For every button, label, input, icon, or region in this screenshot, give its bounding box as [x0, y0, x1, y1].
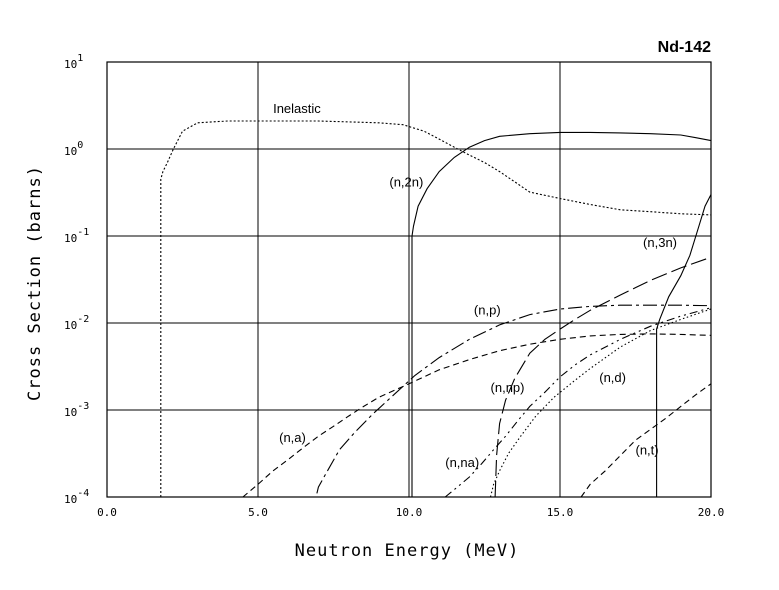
y-tick-label: 101: [64, 53, 83, 71]
series-label-n-p: (n,p): [474, 303, 501, 318]
x-tick-label: 0.0: [97, 506, 117, 519]
series-label-n-a: (n,a): [279, 430, 306, 445]
chart-title: Nd-142: [658, 39, 711, 56]
y-tick-label: 10-4: [64, 488, 89, 506]
y-tick-label: 10-1: [64, 227, 89, 245]
y-tick-label: 10-3: [64, 401, 89, 419]
x-tick-label: 10.0: [396, 506, 423, 519]
x-tick-label: 5.0: [248, 506, 268, 519]
x-tick-label: 15.0: [547, 506, 574, 519]
x-axis-label: Neutron Energy (MeV): [295, 541, 520, 561]
series-line-n-2n: [411, 131, 712, 497]
series-label-n-3n: (n,3n): [643, 235, 677, 250]
series-line-n-3n: [656, 194, 712, 497]
series-label-n-t: (n,t): [636, 442, 659, 457]
series-labels: Inelastic (n,2n) (n,3n) (n,p) (n,a) (n,np) (n,…: [273, 101, 677, 470]
series-layer: [160, 120, 712, 498]
y-axis-label: Cross Section (barns): [25, 165, 45, 401]
series-line-n-np: [494, 256, 712, 498]
x-tick-label: 20.0: [698, 506, 725, 519]
y-tick-labels: 10-4 10-3 10-2 10-1 100 101: [64, 53, 89, 506]
series-label-n-2n: (n,2n): [389, 175, 423, 190]
series-label-n-d: (n,d): [599, 370, 626, 385]
series-label-n-na: (n,na): [445, 455, 479, 470]
x-tick-labels: 0.0 5.0 10.0 15.0 20.0: [97, 506, 724, 519]
series-line-n-p: [316, 304, 712, 494]
y-tick-label: 10-2: [64, 314, 89, 332]
grid: [107, 62, 711, 497]
series-label-n-np: (n,np): [491, 380, 525, 395]
series-label-inelastic: Inelastic: [273, 101, 321, 116]
series-line-n-a: [242, 333, 712, 498]
plot-frame: [106, 61, 712, 498]
y-tick-label: 100: [64, 140, 83, 158]
series-line-n-t: [580, 383, 712, 498]
series-line-inelastic: [160, 120, 712, 497]
